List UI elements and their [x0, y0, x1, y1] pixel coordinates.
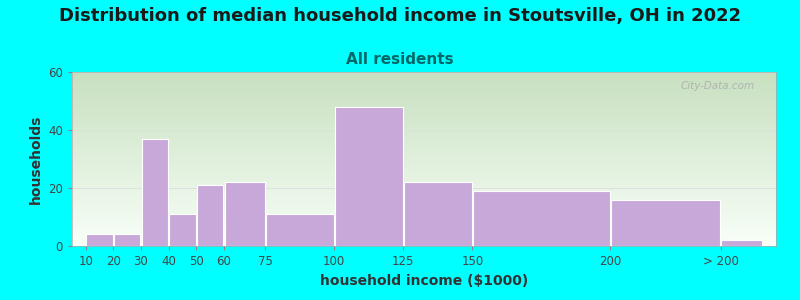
- Bar: [404, 182, 472, 246]
- Text: City-Data.com: City-Data.com: [681, 81, 755, 91]
- Bar: [197, 185, 223, 246]
- Bar: [225, 182, 265, 246]
- Text: Distribution of median household income in Stoutsville, OH in 2022: Distribution of median household income …: [59, 8, 741, 26]
- Bar: [114, 234, 140, 246]
- Bar: [142, 139, 168, 246]
- Bar: [722, 240, 762, 246]
- Y-axis label: households: households: [29, 114, 42, 204]
- Bar: [335, 107, 402, 246]
- X-axis label: household income ($1000): household income ($1000): [320, 274, 528, 288]
- Bar: [86, 234, 113, 246]
- Bar: [473, 191, 610, 246]
- Text: All residents: All residents: [346, 52, 454, 68]
- Bar: [611, 200, 720, 246]
- Bar: [266, 214, 334, 246]
- Bar: [170, 214, 195, 246]
